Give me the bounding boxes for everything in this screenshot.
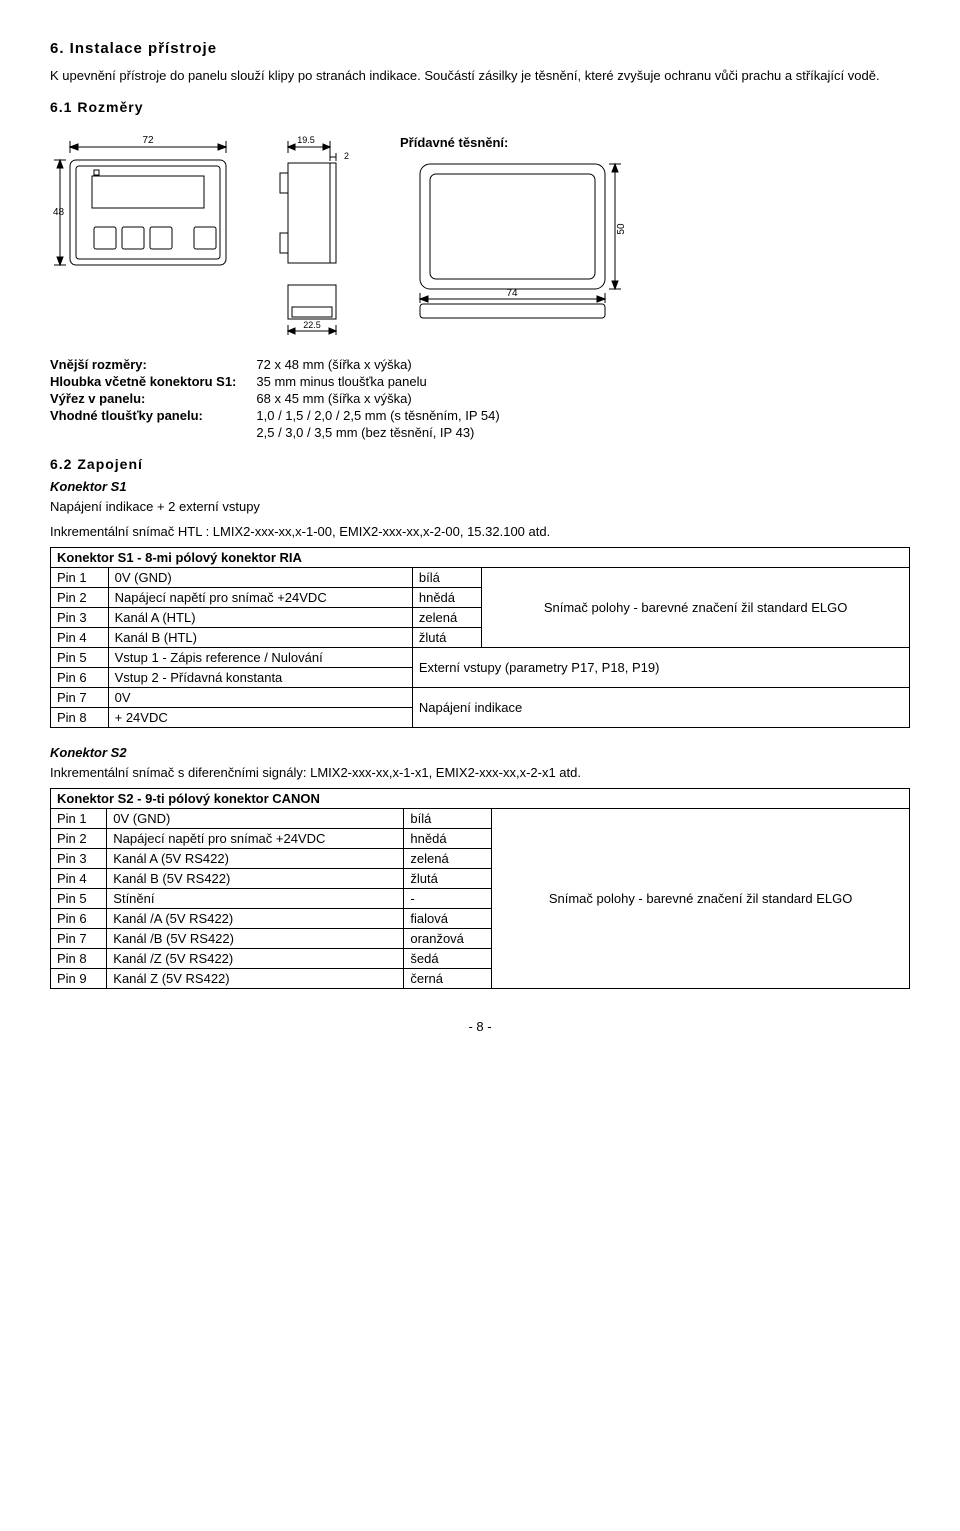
cell: Pin 5 <box>51 889 107 909</box>
cell: Pin 8 <box>51 949 107 969</box>
cell: Pin 5 <box>51 647 109 667</box>
dim-depth-label: Hloubka včetně konektoru S1: <box>50 374 236 389</box>
dimensions-diagrams: 72 48 <box>50 135 910 347</box>
cell: Pin 8 <box>51 707 109 727</box>
dim-72: 72 <box>142 135 154 146</box>
cell: Kanál Z (5V RS422) <box>107 969 404 989</box>
cell: Pin 9 <box>51 969 107 989</box>
cell: Kanál B (5V RS422) <box>107 869 404 889</box>
connector-s1-title: Konektor S1 <box>50 479 127 494</box>
gasket-label: Přídavné těsnění: <box>400 135 630 150</box>
cell: oranžová <box>404 929 492 949</box>
cell: hnědá <box>412 587 481 607</box>
cell: 0V <box>108 687 412 707</box>
cell: fialová <box>404 909 492 929</box>
page-number: - 8 - <box>50 1019 910 1034</box>
cell: Pin 1 <box>51 809 107 829</box>
table-row: Pin 5 Vstup 1 - Zápis reference / Nulová… <box>51 647 910 667</box>
dim-2: 2 <box>344 151 349 161</box>
cell: šedá <box>404 949 492 969</box>
cell: Vstup 2 - Přídavná konstanta <box>108 667 412 687</box>
cell: Pin 3 <box>51 849 107 869</box>
cell: Kanál /B (5V RS422) <box>107 929 404 949</box>
dim-74: 74 <box>506 288 518 299</box>
dim-22-5: 22.5 <box>303 320 321 330</box>
cell: Pin 6 <box>51 909 107 929</box>
cell: + 24VDC <box>108 707 412 727</box>
dim-thickness-value-a: 1,0 / 1,5 / 2,0 / 2,5 mm (s těsněním, IP… <box>256 408 519 425</box>
section-6-1-title: 6.1 Rozměry <box>50 99 910 115</box>
dim-50: 50 <box>616 223 627 235</box>
cell: Pin 4 <box>51 869 107 889</box>
dim-thickness-value-b: 2,5 / 3,0 / 3,5 mm (bez těsnění, IP 43) <box>256 425 519 442</box>
dim-outer-value: 72 x 48 mm (šířka x výška) <box>256 357 519 374</box>
cell: Pin 2 <box>51 829 107 849</box>
side-view-diagram: 19.5 2 22.5 <box>270 135 370 335</box>
cell: zelená <box>412 607 481 627</box>
s1-note-encoder: Snímač polohy - barevné značení žil stan… <box>482 567 910 647</box>
cell: bílá <box>404 809 492 829</box>
s1-table-header: Konektor S1 - 8-mi pólový konektor RIA <box>51 547 910 567</box>
cell: Kanál /A (5V RS422) <box>107 909 404 929</box>
dim-thickness-label: Vhodné tloušťky panelu: <box>50 408 203 423</box>
cell: Kanál A (5V RS422) <box>107 849 404 869</box>
dim-outer-label: Vnější rozměry: <box>50 357 147 372</box>
front-panel-diagram: 72 48 <box>50 135 240 295</box>
section-6-intro: K upevnění přístroje do panelu slouží kl… <box>50 67 910 85</box>
cell: Pin 7 <box>51 929 107 949</box>
cell: Vstup 1 - Zápis reference / Nulování <box>108 647 412 667</box>
cell: žlutá <box>412 627 481 647</box>
cell: Pin 7 <box>51 687 109 707</box>
section-6-title: 6. Instalace přístroje <box>50 40 910 57</box>
cell: Stínění <box>107 889 404 909</box>
dimensions-list: Vnější rozměry: 72 x 48 mm (šířka x výška… <box>50 357 910 442</box>
cell: Napájecí napětí pro snímač +24VDC <box>108 587 412 607</box>
cell: Kanál A (HTL) <box>108 607 412 627</box>
cell: Kanál /Z (5V RS422) <box>107 949 404 969</box>
cell: Pin 1 <box>51 567 109 587</box>
cell: černá <box>404 969 492 989</box>
dim-depth-value: 35 mm minus tloušťka panelu <box>256 374 519 391</box>
s1-note-power: Napájení indikace <box>412 687 909 727</box>
cell: žlutá <box>404 869 492 889</box>
cell: 0V (GND) <box>108 567 412 587</box>
dim-cutout-value: 68 x 45 mm (šířka x výška) <box>256 391 519 408</box>
connector-s1-encoder: Inkrementální snímač HTL : LMIX2-xxx-xx,… <box>50 523 910 541</box>
dim-19-5: 19.5 <box>297 135 315 145</box>
connector-s2-table: Konektor S2 - 9-ti pólový konektor CANON… <box>50 788 910 989</box>
cell: Pin 2 <box>51 587 109 607</box>
connector-s2-title: Konektor S2 <box>50 745 127 760</box>
cell: - <box>404 889 492 909</box>
cell: Napájecí napětí pro snímač +24VDC <box>107 829 404 849</box>
cell: hnědá <box>404 829 492 849</box>
dim-cutout-label: Výřez v panelu: <box>50 391 145 406</box>
dim-48: 48 <box>53 207 65 218</box>
connector-s1-table: Konektor S1 - 8-mi pólový konektor RIA P… <box>50 547 910 728</box>
s1-note-inputs: Externí vstupy (parametry P17, P18, P19) <box>412 647 909 687</box>
table-row: Pin 1 0V (GND) bílá Snímač polohy - bare… <box>51 809 910 829</box>
table-row: Pin 7 0V Napájení indikace <box>51 687 910 707</box>
cell: Kanál B (HTL) <box>108 627 412 647</box>
table-row: Pin 1 0V (GND) bílá Snímač polohy - bare… <box>51 567 910 587</box>
cell: zelená <box>404 849 492 869</box>
cell: Pin 4 <box>51 627 109 647</box>
cell: 0V (GND) <box>107 809 404 829</box>
connector-s1-desc: Napájení indikace + 2 externí vstupy <box>50 498 910 516</box>
gasket-diagram: 50 74 <box>400 154 630 344</box>
s2-note-encoder: Snímač polohy - barevné značení žil stan… <box>492 809 910 989</box>
cell: Pin 6 <box>51 667 109 687</box>
section-6-2-title: 6.2 Zapojení <box>50 456 910 472</box>
s2-table-header: Konektor S2 - 9-ti pólový konektor CANON <box>51 789 910 809</box>
cell: Pin 3 <box>51 607 109 627</box>
connector-s2-desc: Inkrementální snímač s diferenčními sign… <box>50 764 910 782</box>
cell: bílá <box>412 567 481 587</box>
